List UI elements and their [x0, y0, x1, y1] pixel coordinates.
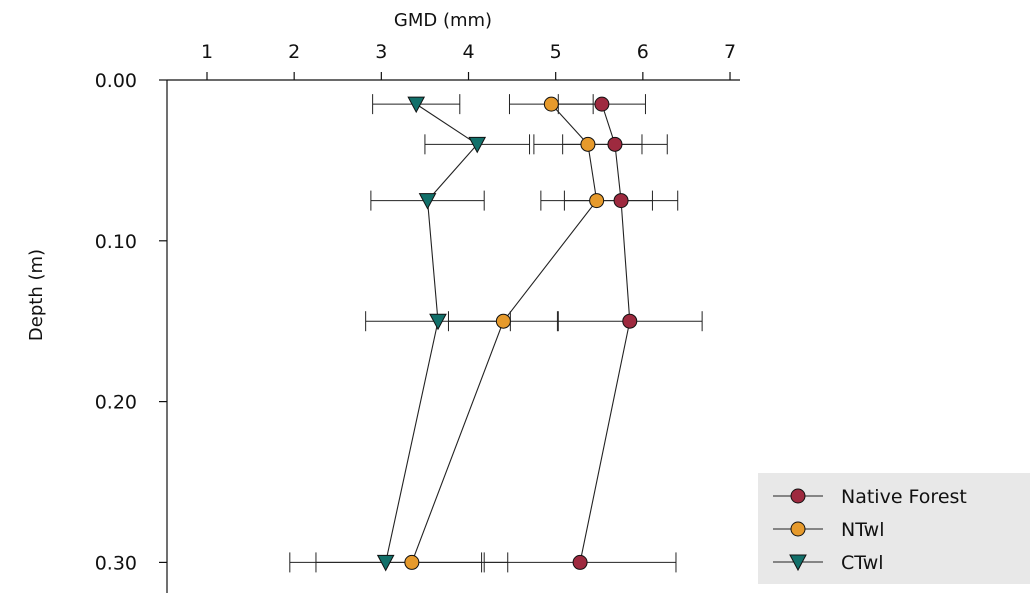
y-tick-label: 0.10: [95, 231, 137, 253]
y-tick-label: 0.00: [95, 70, 137, 92]
point-native-forest: [622, 313, 638, 329]
point-ntwl: [543, 96, 559, 112]
point-native-forest: [572, 554, 588, 570]
point-ctwl: [429, 313, 447, 331]
point-native-forest: [607, 136, 623, 152]
point-ntwl: [404, 554, 420, 570]
series-line-ctwl: [385, 103, 479, 563]
x-axis-title: GMD (mm): [394, 10, 492, 31]
point-native-forest: [594, 96, 610, 112]
markers: [376, 96, 638, 572]
legend-label-native-forest: Native Forest: [841, 486, 967, 508]
point-ctwl: [468, 136, 487, 154]
x-tick-label: 3: [375, 41, 387, 63]
point-ctwl: [418, 193, 437, 210]
legend-label-ctwl: CTwl: [841, 552, 884, 574]
legend-label-ntwl: NTwl: [841, 519, 885, 541]
x-tick-label: 4: [462, 41, 474, 63]
point-ntwl: [589, 193, 605, 209]
point-ctwl: [407, 96, 426, 114]
point-native-forest: [613, 193, 629, 209]
x-tick-label: 2: [288, 41, 300, 63]
error-bars: [289, 94, 703, 573]
x-tick-label: 1: [201, 41, 213, 63]
axes: 1 2 3 4 5 6 7 0.00 0.10 0.20 0.30: [95, 41, 740, 593]
point-ntwl: [580, 136, 596, 152]
legend-marker-native-forest: [790, 488, 806, 504]
y-axis-title: Depth (m): [26, 249, 47, 341]
point-ntwl: [495, 313, 511, 329]
legend: Native Forest NTwl CTwl: [758, 473, 1030, 584]
point-ctwl: [376, 554, 395, 572]
series-line-ntwl: [411, 103, 598, 563]
x-tick-label: 5: [550, 41, 562, 63]
x-tick-label: 7: [724, 41, 736, 63]
legend-marker-ctwl: [789, 554, 807, 572]
series-lines: [385, 103, 631, 563]
legend-marker-ntwl: [790, 521, 806, 537]
y-tick-label: 0.30: [95, 552, 137, 574]
x-tick-label: 6: [637, 41, 649, 63]
series-line-native-forest: [579, 103, 631, 563]
y-tick-label: 0.20: [95, 392, 137, 414]
